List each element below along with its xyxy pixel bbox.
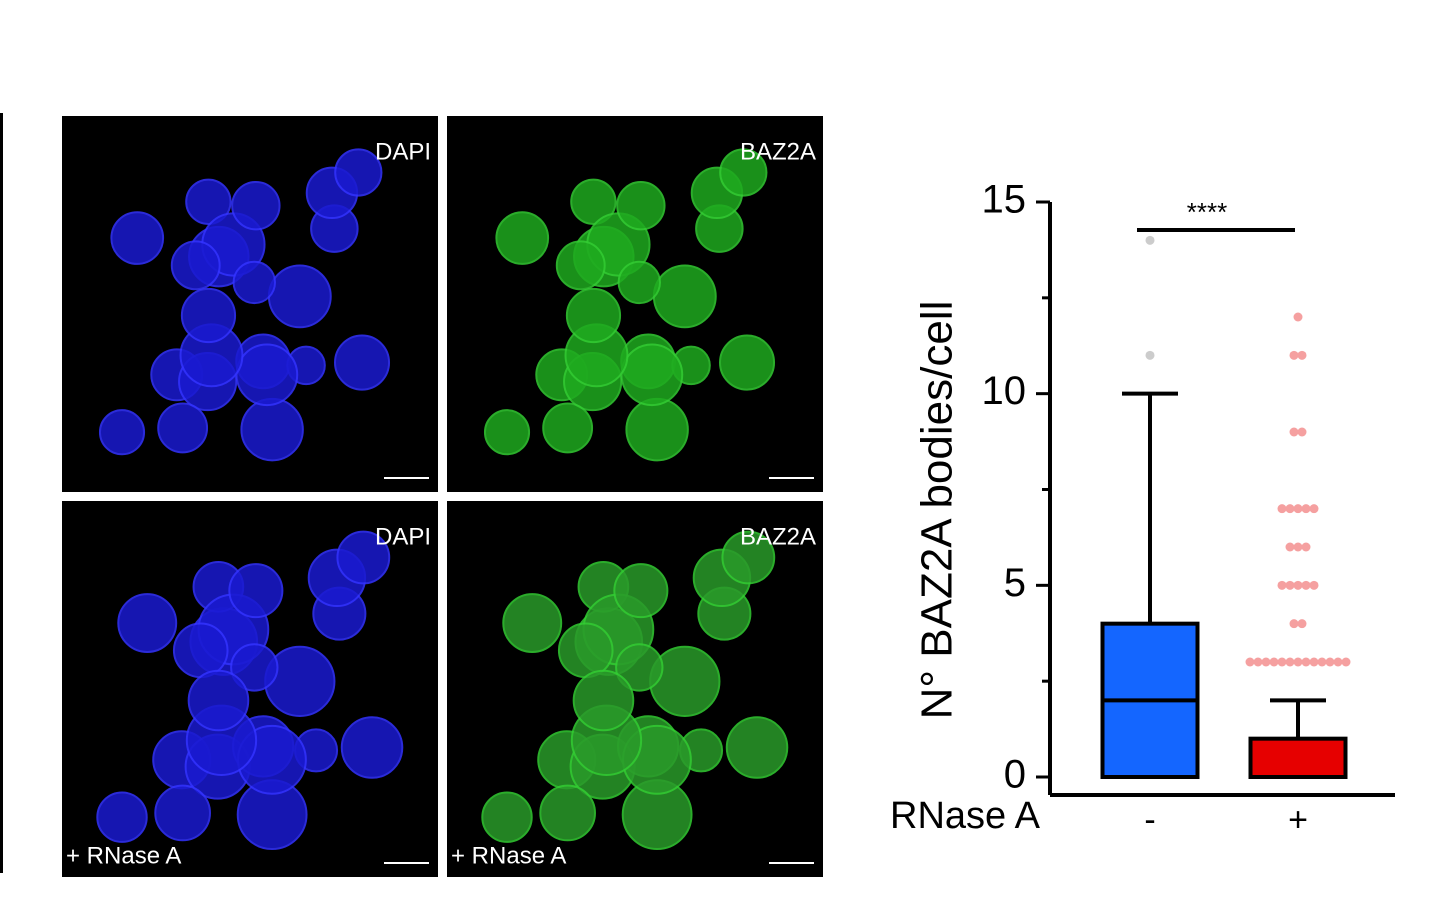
outlier — [1333, 657, 1343, 667]
outlier — [1145, 350, 1155, 360]
nucleus — [542, 402, 594, 454]
nucleus — [570, 178, 617, 225]
nucleus — [565, 287, 622, 344]
nucleus — [336, 530, 391, 585]
channel-label: DAPI — [375, 138, 431, 165]
outlier — [1293, 657, 1303, 667]
outlier — [1289, 427, 1299, 437]
nucleus — [625, 397, 689, 462]
nucleus — [539, 784, 596, 842]
outlier — [1261, 657, 1271, 667]
nucleus — [555, 240, 606, 291]
nucleus — [187, 669, 250, 732]
treatment-label: + RNase A — [66, 842, 181, 869]
nucleus — [180, 287, 237, 344]
nucleus — [617, 260, 661, 305]
nucleus — [228, 563, 284, 619]
y-tick-label: 15 — [982, 178, 1027, 222]
micrographs: DAPI BAZ2A DAPI + RNase A BAZ2A + RNase A — [62, 116, 823, 877]
outlier — [1293, 542, 1303, 552]
nucleus — [235, 343, 299, 407]
nucleus — [719, 334, 776, 391]
treatment-label: + RNase A — [451, 842, 566, 869]
nucleus — [495, 211, 550, 265]
outlier — [1301, 657, 1311, 667]
nucleus — [725, 716, 789, 779]
outlier — [1317, 657, 1327, 667]
nucleus — [110, 211, 165, 265]
nucleus — [483, 409, 531, 456]
outlier — [1309, 580, 1319, 590]
nucleus — [232, 260, 276, 305]
y-tick-label: 0 — [1004, 753, 1026, 797]
nucleus — [334, 334, 391, 391]
panel-edge — [0, 113, 3, 873]
nucleus — [170, 240, 221, 291]
outlier — [1301, 542, 1311, 552]
significance-label: **** — [1187, 197, 1227, 227]
y-axis-label: N° BAZ2A bodies/cell — [913, 301, 962, 720]
outlier — [1277, 504, 1287, 514]
nucleus — [172, 622, 229, 679]
outlier — [1293, 504, 1303, 514]
outlier — [1293, 312, 1303, 322]
nucleus — [652, 264, 717, 329]
outlier — [1301, 504, 1311, 514]
outlier — [1145, 235, 1155, 245]
outlier — [1341, 657, 1351, 667]
outlier — [1285, 542, 1295, 552]
outlier — [1297, 427, 1307, 437]
channel-label: BAZ2A — [740, 138, 816, 165]
nucleus — [231, 180, 281, 231]
outlier — [1309, 504, 1319, 514]
nucleus — [502, 593, 563, 653]
y-tick-label: 5 — [1004, 561, 1026, 605]
nucleus — [98, 409, 146, 456]
channel-label: BAZ2A — [740, 523, 816, 550]
outlier — [1289, 350, 1299, 360]
nucleus — [185, 178, 232, 225]
nucleus — [557, 622, 614, 679]
box — [1248, 736, 1348, 780]
outlier — [1293, 580, 1303, 590]
outlier — [1285, 657, 1295, 667]
outlier — [1269, 657, 1279, 667]
outlier — [1297, 350, 1307, 360]
box-plot: 0 5 10 15 N° BAZ2A bodies/cell RNase A - + **** — [890, 178, 1395, 839]
outlier — [1277, 657, 1287, 667]
nucleus — [572, 669, 635, 732]
nucleus — [96, 791, 148, 843]
nucleus — [719, 148, 768, 197]
outlier — [1285, 580, 1295, 590]
nucleus — [481, 791, 533, 843]
nucleus — [616, 180, 666, 231]
outlier — [1245, 657, 1255, 667]
nucleus — [620, 343, 684, 407]
outlier — [1277, 580, 1287, 590]
outlier — [1285, 504, 1295, 514]
nucleus — [154, 784, 211, 842]
y-tick-label: 10 — [982, 369, 1027, 413]
x-axis-label: RNase A — [890, 795, 1041, 837]
outlier — [1301, 580, 1311, 590]
outlier — [1253, 657, 1263, 667]
outlier — [1309, 657, 1319, 667]
x-tick-label: - — [1144, 801, 1155, 839]
nucleus — [240, 397, 304, 462]
nucleus — [117, 593, 178, 653]
nucleus — [267, 264, 332, 329]
nucleus — [613, 563, 669, 619]
outlier — [1297, 619, 1307, 629]
nucleus — [334, 148, 383, 197]
outlier — [1325, 657, 1335, 667]
nucleus — [230, 643, 279, 692]
x-tick-label: + — [1288, 801, 1308, 839]
nucleus — [340, 716, 404, 779]
nucleus — [721, 530, 776, 585]
channel-label: DAPI — [375, 523, 431, 550]
nucleus — [157, 402, 209, 454]
outlier — [1289, 619, 1299, 629]
nucleus — [615, 643, 664, 692]
